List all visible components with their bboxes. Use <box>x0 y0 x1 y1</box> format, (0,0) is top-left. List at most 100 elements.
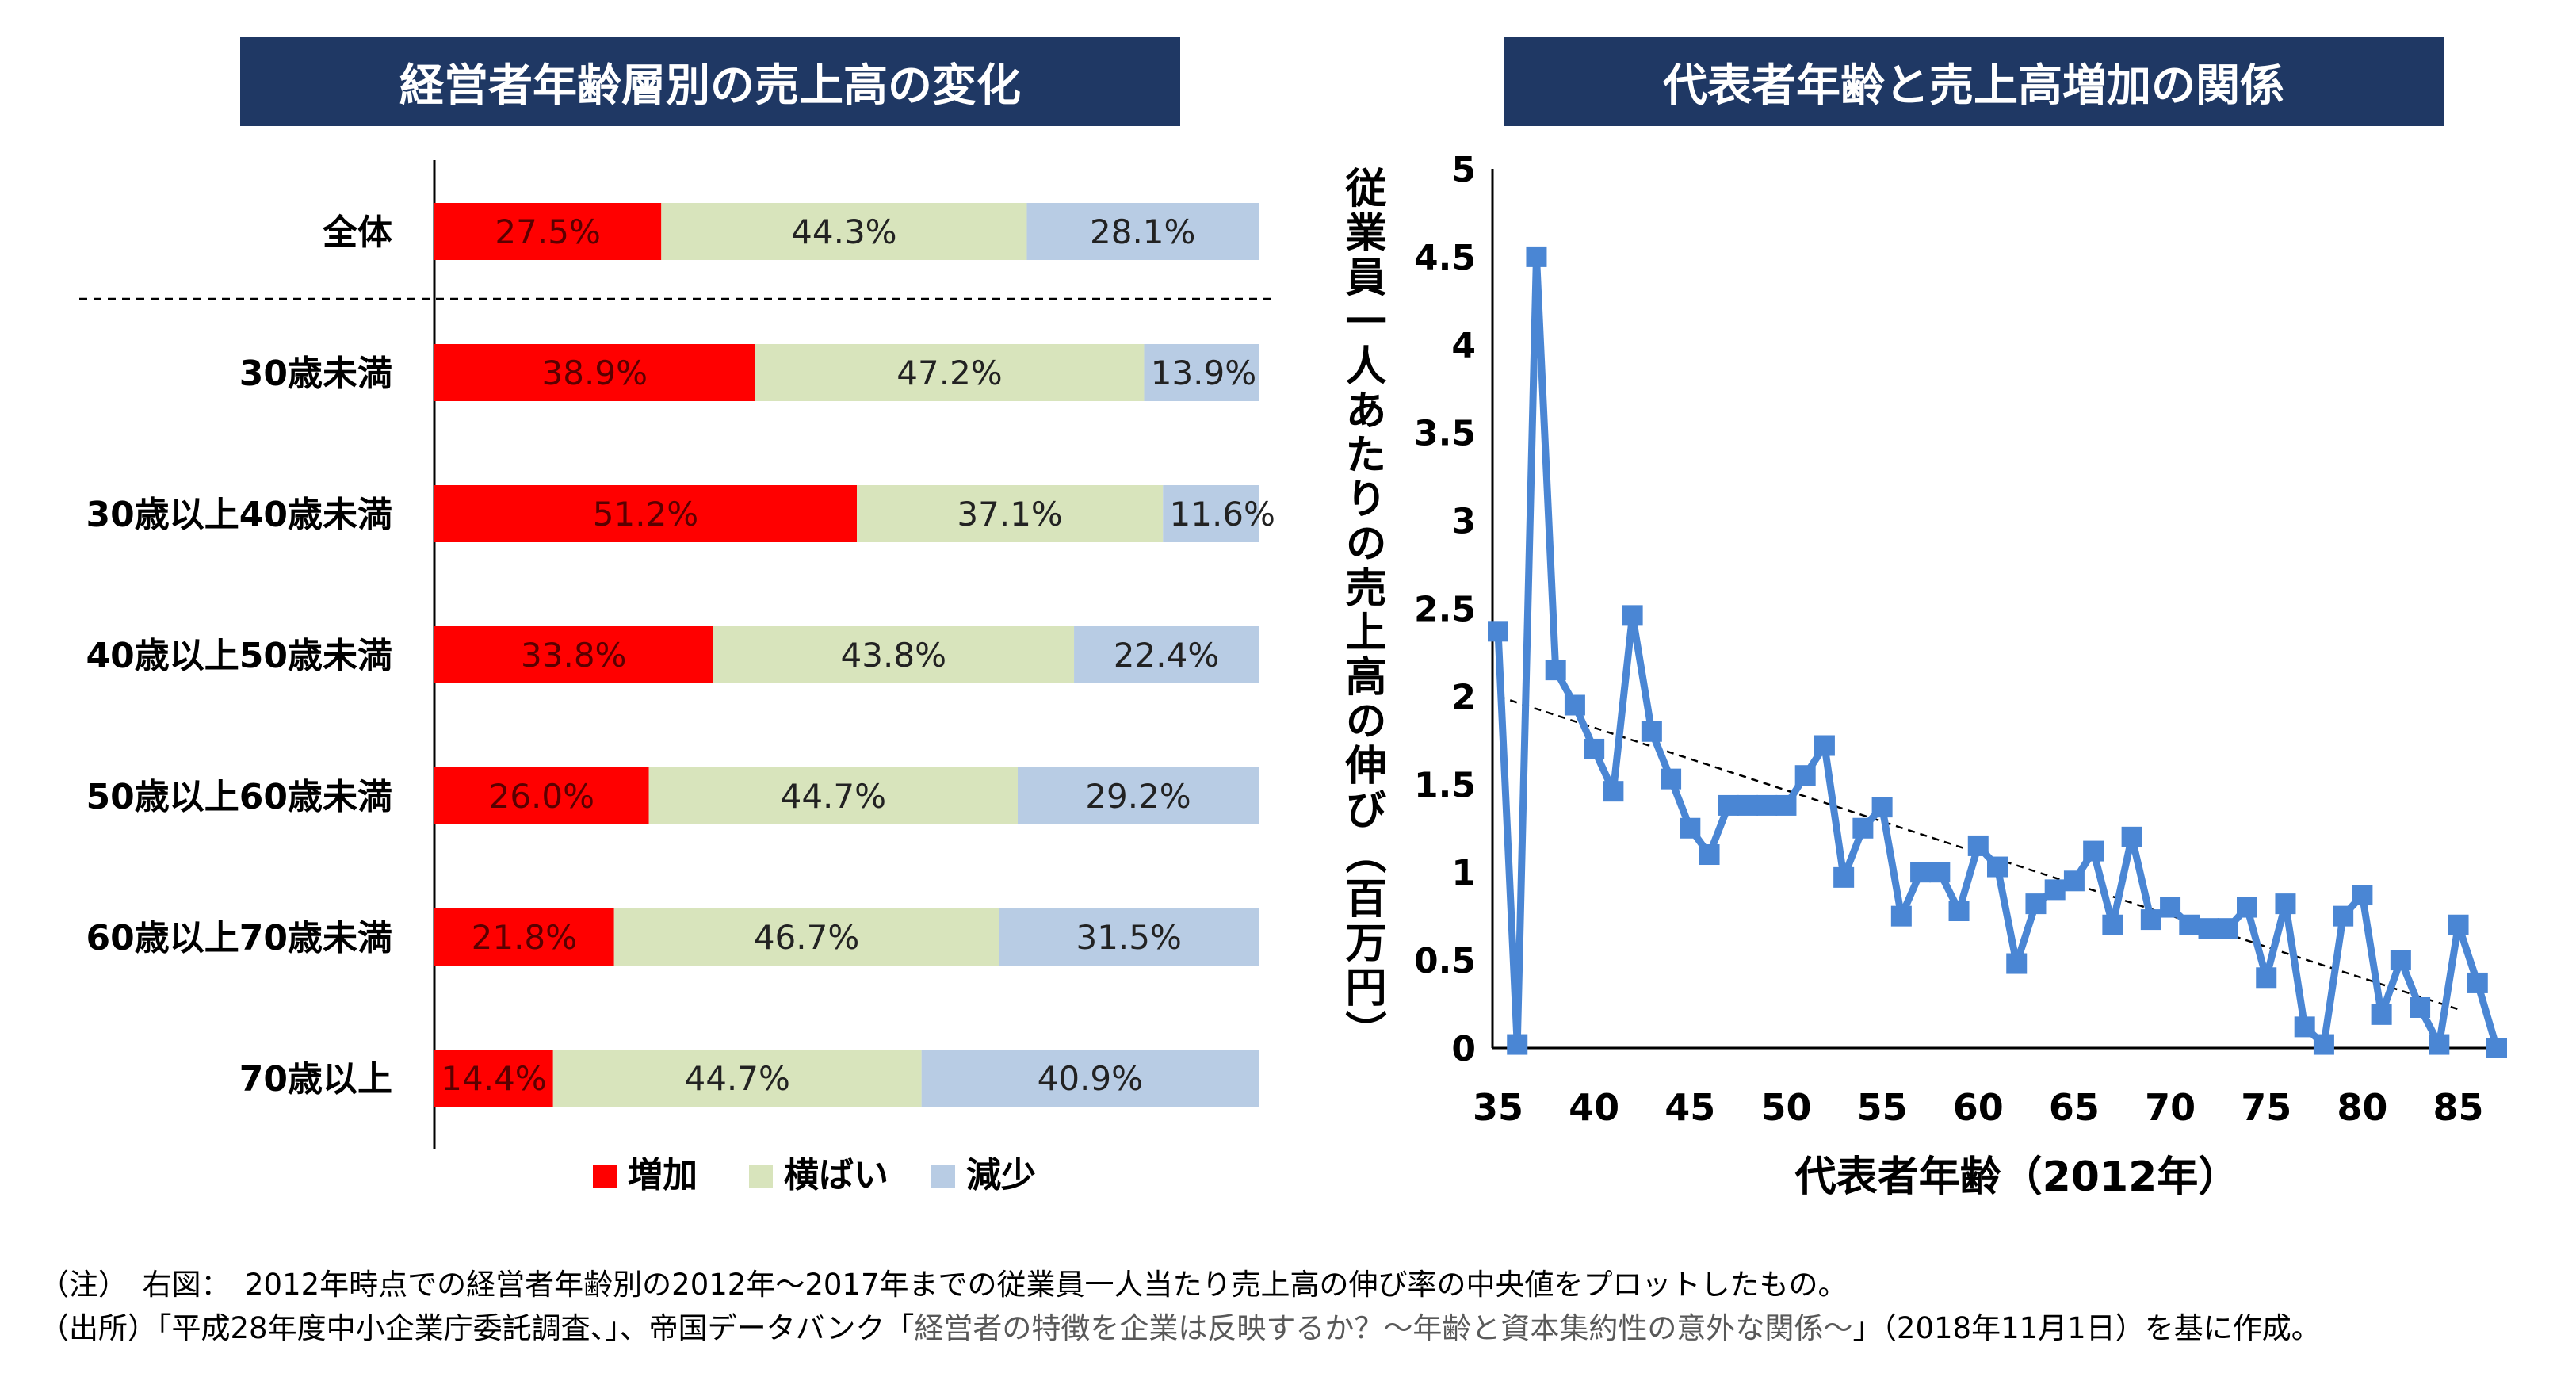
source-title: 経営者の特徴を企業は反映するか？～年齢と資本集約性の意外な関係～ <box>914 1311 1853 1345</box>
bar-segment <box>434 767 649 824</box>
data-point <box>1488 621 1508 642</box>
x-tick-label: 45 <box>1664 1086 1715 1129</box>
bar-segment <box>999 908 1259 966</box>
bar-segment <box>713 626 1075 683</box>
bar-segment <box>613 908 999 966</box>
y-tick-label: 1 <box>1451 853 1476 893</box>
bar-segment <box>1026 203 1259 260</box>
data-point <box>2160 897 2181 918</box>
stacked-bar-chart: 全体 27.5% 44.3% 28.1% 30歳未満 38.9% 47.2% 13.9% 30歳… <box>79 160 1276 1195</box>
data-point <box>2025 893 2047 915</box>
data-point <box>1814 735 1835 756</box>
data-point <box>2371 1004 2392 1025</box>
y-tick-label: 4 <box>1451 326 1476 366</box>
bar-segment <box>434 203 662 260</box>
data-point <box>1622 605 1643 626</box>
data-label: 13.9% <box>1151 354 1256 392</box>
data-label: 37.1% <box>957 495 1062 534</box>
data-point <box>1699 844 1720 866</box>
bar-segment <box>661 203 1027 260</box>
data-point <box>1584 738 1605 759</box>
y-tick-label: 0.5 <box>1414 941 1476 981</box>
y-tick-label: 5 <box>1451 150 1476 190</box>
data-point <box>1545 660 1566 681</box>
note-line: （注） 右図： 2012年時点での経営者年齢別の2012年～2017年までの従業… <box>40 1268 1848 1302</box>
data-point <box>1737 794 1758 816</box>
data-point <box>2083 840 2104 862</box>
bar-segment <box>755 344 1145 401</box>
bar-segment <box>434 1050 553 1107</box>
data-label: 44.3% <box>791 212 896 251</box>
series-line <box>1494 253 2501 1050</box>
data-point <box>2486 1038 2507 1058</box>
data-label: 22.4% <box>1114 636 1219 675</box>
data-point <box>2313 1034 2334 1055</box>
data-point <box>2352 885 2373 906</box>
x-axis-label: 代表者年齢（2012年） <box>1794 1153 2240 1201</box>
bar-segment <box>1144 344 1259 401</box>
data-point <box>1890 905 1912 927</box>
data-label: 21.8% <box>472 918 577 957</box>
x-tick-label: 60 <box>1953 1086 2004 1129</box>
data-point <box>1680 817 1701 839</box>
data-point <box>1603 781 1624 802</box>
data-point <box>2121 826 2142 847</box>
data-point <box>1507 1034 1528 1055</box>
legend-label: 増加 <box>628 1155 698 1195</box>
x-tick-label: 80 <box>2337 1086 2387 1129</box>
data-label: 46.7% <box>754 918 859 957</box>
y-tick-label: 0 <box>1451 1029 1476 1069</box>
data-point <box>2410 996 2431 1018</box>
data-point <box>2198 918 2219 939</box>
category-label: 50歳以上60歳未満 <box>86 777 392 817</box>
data-point <box>2448 914 2469 935</box>
data-label: 43.8% <box>841 636 946 675</box>
category-label: 30歳以上40歳未満 <box>86 495 392 535</box>
data-point <box>2063 870 2085 892</box>
data-label: 40.9% <box>1038 1059 1143 1098</box>
data-point <box>2333 905 2354 927</box>
source-prefix: （出所）「平成28年度中小企業庁委託調査、」、帝国データバンク「 <box>40 1311 915 1345</box>
data-label: 11.6% <box>1170 495 1275 534</box>
data-point <box>2294 1016 2315 1038</box>
bar-segment <box>1018 767 1259 824</box>
legend-swatch <box>749 1165 773 1188</box>
data-point <box>1948 900 1970 921</box>
data-point <box>2044 879 2066 901</box>
category-label: 40歳以上50歳未満 <box>86 636 392 676</box>
data-point <box>1526 246 1547 267</box>
bar-segment <box>434 344 755 401</box>
data-point <box>1987 856 2008 878</box>
category-label: 70歳以上 <box>239 1059 392 1100</box>
source-suffix: 」（2018年11月1日）を基に作成。 <box>1852 1311 2321 1345</box>
data-point <box>1910 862 1932 883</box>
data-label: 38.9% <box>542 354 648 392</box>
data-point <box>1641 721 1662 742</box>
legend-swatch <box>593 1165 617 1188</box>
y-tick-label: 1.5 <box>1414 765 1476 805</box>
data-point <box>2102 914 2123 935</box>
y-tick-label: 2.5 <box>1414 590 1476 630</box>
legend-swatch <box>931 1165 955 1188</box>
legend-label: 減少 <box>966 1155 1036 1195</box>
x-tick-label: 40 <box>1569 1086 1619 1129</box>
data-point <box>1718 794 1739 816</box>
data-label: 44.7% <box>781 777 886 816</box>
category-label: 60歳以上70歳未満 <box>86 918 392 958</box>
x-tick-label: 50 <box>1760 1086 1811 1129</box>
data-label: 29.2% <box>1085 777 1191 816</box>
data-label: 27.5% <box>495 212 600 251</box>
data-label: 33.8% <box>521 636 626 675</box>
data-point <box>2467 972 2488 993</box>
x-tick-label: 75 <box>2241 1086 2291 1129</box>
y-axis-label: 従業員一人あたりの売上高の伸び（百万円） <box>1338 166 1387 1054</box>
data-point <box>1871 797 1893 818</box>
y-tick-label: 3 <box>1451 502 1476 542</box>
data-point <box>2217 918 2238 939</box>
legend-label: 横ばい <box>784 1155 889 1195</box>
data-label: 31.5% <box>1076 918 1181 957</box>
data-point <box>2275 893 2296 915</box>
category-label: 全体 <box>322 212 392 253</box>
line-chart: 0 0.5 1 1.5 2 2.5 3 3.5 4 4.5 5 35 40 45 50 55 60 65 70 75 8… <box>1338 150 2507 1201</box>
data-point <box>1775 794 1797 816</box>
